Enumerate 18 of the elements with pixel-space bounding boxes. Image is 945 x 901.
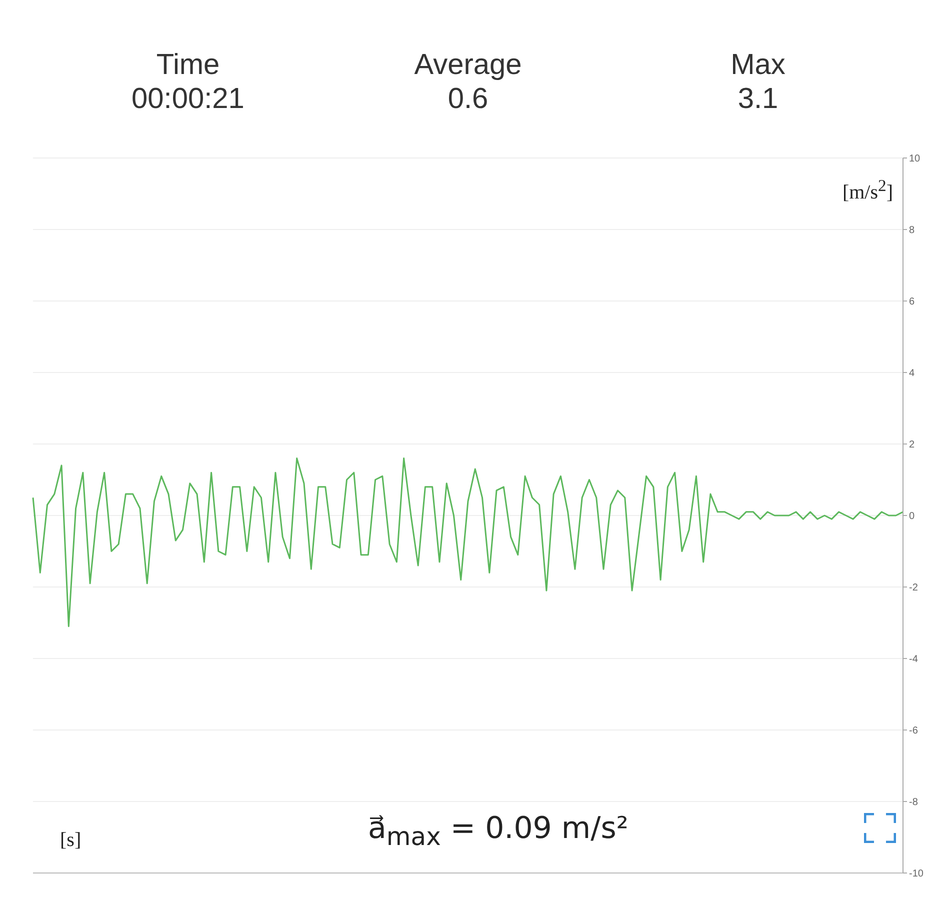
y-tick-label: -6 — [909, 726, 918, 737]
y-tick-label: -4 — [909, 654, 918, 666]
text: Time 00:00:21 — [130, 48, 246, 116]
y-axis-title: [m/s$^{2}$] — [842, 176, 893, 205]
y-tick-label: 2 — [909, 440, 915, 451]
y-tick-label: 8 — [909, 225, 915, 236]
y-tick-label: 0 — [909, 511, 915, 522]
y-tick-label: -2 — [909, 582, 918, 594]
y-tick-label: -8 — [909, 797, 918, 808]
text: Average 0.6 — [413, 48, 523, 116]
y-tick-label: 10 — [909, 154, 921, 165]
x-axis-title: [s] — [60, 829, 82, 852]
annotation: a⃗$_{max}$ = 0.09 m/s² — [368, 811, 628, 851]
y-tick-label: 4 — [909, 368, 915, 380]
line-series — [32, 458, 904, 628]
text: Max 3.1 — [730, 48, 786, 116]
y-tick-label: 6 — [909, 296, 915, 308]
y-tick-label: -10 — [909, 868, 924, 880]
